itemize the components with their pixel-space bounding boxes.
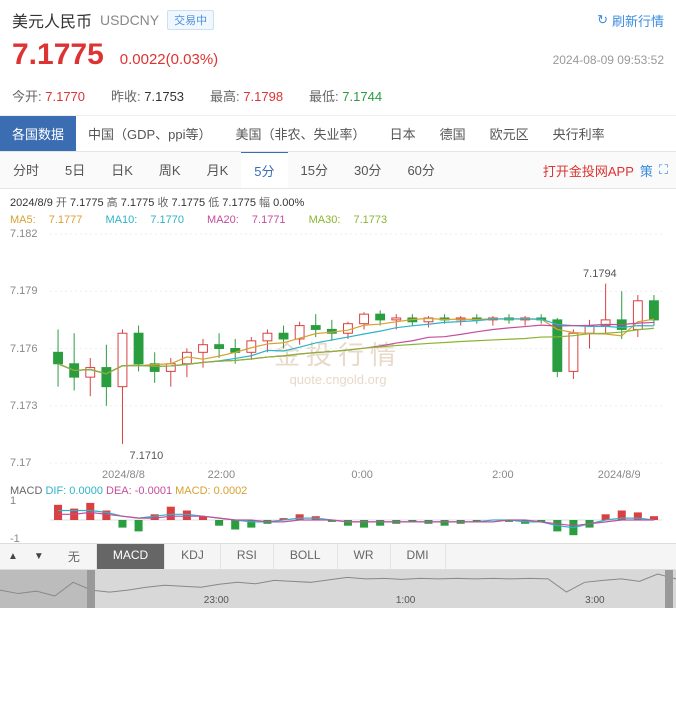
refresh-label: 刷新行情 bbox=[612, 11, 664, 30]
timeframe-tab-5分[interactable]: 5分 bbox=[241, 152, 287, 188]
y-axis-label: 7.173 bbox=[10, 400, 38, 412]
data-tab-5[interactable]: 欧元区 bbox=[478, 116, 541, 151]
data-tab-6[interactable]: 央行利率 bbox=[541, 116, 617, 151]
timeframe-tab-30分[interactable]: 30分 bbox=[341, 152, 394, 188]
symbol-name-en: USDCNY bbox=[100, 12, 159, 28]
price-change: 0.0022(0.03%) bbox=[120, 51, 218, 68]
macd-y-label: -1 bbox=[10, 533, 20, 545]
prev-close-value: 7.1753 bbox=[144, 89, 184, 104]
indicator-tab-MACD[interactable]: MACD bbox=[97, 544, 165, 569]
x-axis-label: 0:00 bbox=[351, 469, 372, 481]
quote-timestamp: 2024-08-09 09:53:52 bbox=[553, 53, 664, 67]
scroll-x-label: 23:00 bbox=[204, 595, 229, 606]
macd-chart[interactable]: 1 -1 bbox=[0, 497, 676, 543]
x-axis-label: 2024/8/9 bbox=[598, 469, 641, 481]
high-annotation: 7.1794 bbox=[583, 268, 617, 280]
y-axis-label: 7.176 bbox=[10, 343, 38, 355]
scroll-thumb-left[interactable] bbox=[87, 570, 95, 608]
timeframe-tabs: 分时5日日K周K月K5分15分30分60分 bbox=[0, 152, 535, 188]
data-tab-2[interactable]: 美国（非农、失业率） bbox=[224, 116, 378, 151]
strategy-button[interactable]: 策 bbox=[640, 161, 653, 180]
x-axis-label: 2:00 bbox=[492, 469, 513, 481]
data-tab-0[interactable]: 各国数据 bbox=[0, 116, 76, 151]
data-tab-3[interactable]: 日本 bbox=[378, 116, 428, 151]
scroll-thumb-right[interactable] bbox=[665, 570, 673, 608]
x-axis-label: 22:00 bbox=[208, 469, 236, 481]
symbol-name-cn: 美元人民币 bbox=[12, 8, 92, 32]
refresh-icon: ↻ bbox=[597, 12, 608, 28]
collapse-down-icon[interactable]: ▼ bbox=[26, 549, 52, 564]
candlestick-chart[interactable]: 金投行情 quote.cngold.org 7.1827.1797.1767.1… bbox=[0, 228, 676, 483]
open-value: 7.1770 bbox=[45, 89, 85, 104]
indicator-tab-WR[interactable]: WR bbox=[338, 544, 391, 569]
scroll-x-label: 3:00 bbox=[585, 595, 604, 606]
timeframe-tab-15分[interactable]: 15分 bbox=[288, 152, 341, 188]
ohlc-summary: 今开: 7.1770 昨收: 7.1753 最高: 7.1798 最低: 7.1… bbox=[0, 76, 676, 116]
low-annotation: 7.1710 bbox=[130, 450, 164, 462]
refresh-button[interactable]: ↻ 刷新行情 bbox=[597, 11, 664, 30]
macd-meta: MACD DIF: 0.0000 DEA: -0.0001 MACD: 0.00… bbox=[0, 483, 676, 497]
trading-status-badge: 交易中 bbox=[167, 10, 214, 30]
data-tab-4[interactable]: 德国 bbox=[428, 116, 478, 151]
data-tab-1[interactable]: 中国（GDP、ppi等） bbox=[76, 116, 224, 151]
high-value: 7.1798 bbox=[243, 89, 283, 104]
scroll-x-label: 1:00 bbox=[396, 595, 415, 606]
indicator-tab-BOLL[interactable]: BOLL bbox=[274, 544, 338, 569]
y-axis-label: 7.182 bbox=[10, 228, 38, 240]
indicator-tabs: ▲ ▼ 无MACDKDJRSIBOLLWRDMI bbox=[0, 543, 676, 570]
x-axis-label: 2024/8/8 bbox=[102, 469, 145, 481]
timeframe-tab-日K[interactable]: 日K bbox=[98, 152, 146, 188]
chart-ohlc-meta: 2024/8/9 开 7.1775 高 7.1775 收 7.1775 低 7.… bbox=[0, 189, 676, 228]
timeframe-tab-60分[interactable]: 60分 bbox=[394, 152, 447, 188]
y-axis-label: 7.17 bbox=[10, 457, 31, 469]
indicator-tab-DMI[interactable]: DMI bbox=[391, 544, 446, 569]
timeframe-tab-分时[interactable]: 分时 bbox=[0, 152, 52, 188]
data-category-tabs: 各国数据中国（GDP、ppi等）美国（非农、失业率）日本德国欧元区央行利率 bbox=[0, 116, 676, 151]
low-value: 7.1744 bbox=[342, 89, 382, 104]
timeframe-tab-月K[interactable]: 月K bbox=[194, 152, 242, 188]
fullscreen-icon[interactable]: ⛶ bbox=[659, 162, 668, 178]
macd-y-label: 1 bbox=[10, 495, 16, 507]
collapse-up-icon[interactable]: ▲ bbox=[0, 549, 26, 564]
indicator-tab-RSI[interactable]: RSI bbox=[221, 544, 274, 569]
indicator-tab-无[interactable]: 无 bbox=[52, 544, 97, 569]
open-app-link[interactable]: 打开金投网APP bbox=[543, 161, 634, 180]
last-price: 7.1775 bbox=[12, 38, 104, 72]
y-axis-label: 7.179 bbox=[10, 285, 38, 297]
indicator-tab-KDJ[interactable]: KDJ bbox=[165, 544, 221, 569]
timeframe-tab-5日[interactable]: 5日 bbox=[52, 152, 98, 188]
timeframe-tab-周K[interactable]: 周K bbox=[146, 152, 194, 188]
time-scroll-strip[interactable]: 23:00 1:00 3:00 bbox=[0, 570, 676, 608]
